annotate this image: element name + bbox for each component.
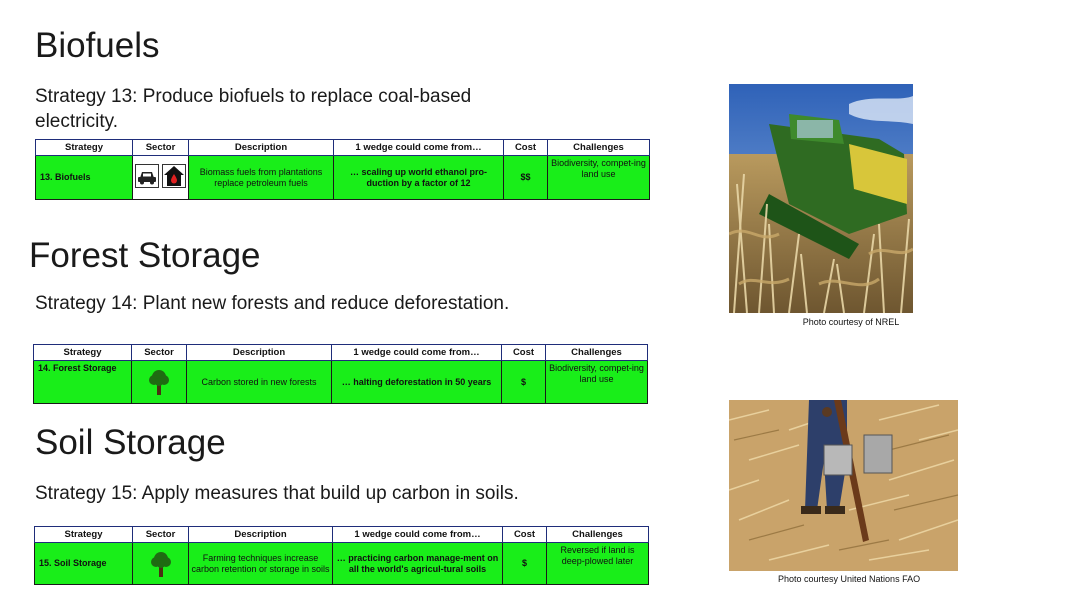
table-row: 15. Soil Storage Farming techniques incr…: [34, 542, 649, 585]
photo-caption-fao: Photo courtesy United Nations FAO: [778, 574, 921, 584]
cell-strategy: 14. Forest Storage: [33, 360, 132, 404]
cell-description: Biomass fuels from plantations replace p…: [188, 155, 334, 200]
header-description: Description: [188, 139, 334, 156]
header-wedge: 1 wedge could come from…: [331, 344, 502, 361]
heading-soil-storage: Soil Storage: [35, 423, 226, 462]
tree-icon: [150, 551, 171, 577]
tree-icon: [149, 370, 169, 395]
header-strategy: Strategy: [35, 139, 133, 156]
cell-challenges: Biodiversity, compet-ing land use: [547, 155, 650, 200]
wedge-table-biofuels: Strategy Sector Description 1 wedge coul…: [35, 139, 650, 200]
header-challenges: Challenges: [547, 139, 650, 156]
header-strategy: Strategy: [33, 344, 132, 361]
header-description: Description: [188, 526, 333, 543]
cell-cost: $$: [503, 155, 548, 200]
photo-caption-nrel: Photo courtesy of NREL: [802, 317, 900, 327]
table-row: 13. Biofuels Biomass fuels from plan: [35, 155, 650, 200]
heading-biofuels: Biofuels: [35, 26, 160, 65]
header-cost: Cost: [501, 344, 546, 361]
header-cost: Cost: [502, 526, 547, 543]
cell-description: Farming techniques increase carbon reten…: [188, 542, 333, 585]
house-fuel-icon: [162, 164, 186, 188]
cell-challenges: Reversed if land is deep-plowed later: [546, 542, 649, 585]
cell-strategy: 13. Biofuels: [35, 155, 133, 200]
table-header-row: Strategy Sector Description 1 wedge coul…: [34, 526, 649, 543]
header-sector: Sector: [131, 344, 187, 361]
header-challenges: Challenges: [545, 344, 648, 361]
cell-wedge: … halting deforestation in 50 years: [331, 360, 502, 404]
cell-wedge: … scaling up world ethanol pro-duction b…: [333, 155, 504, 200]
header-sector: Sector: [132, 526, 189, 543]
photo-soil-planting: [729, 400, 958, 571]
cell-cost: $: [501, 360, 546, 404]
cell-sector: [132, 155, 189, 200]
cell-wedge: … practicing carbon manage-ment on all t…: [332, 542, 503, 585]
header-sector: Sector: [132, 139, 189, 156]
strategy-15-text: Strategy 15: Apply measures that build u…: [35, 483, 519, 504]
header-challenges: Challenges: [546, 526, 649, 543]
cell-description: Carbon stored in new forests: [186, 360, 332, 404]
heading-forest-storage: Forest Storage: [29, 236, 261, 275]
car-icon: [135, 164, 159, 188]
cell-strategy: 15. Soil Storage: [34, 542, 133, 585]
cell-sector: [131, 360, 187, 404]
header-wedge: 1 wedge could come from…: [333, 139, 504, 156]
cell-challenges: Biodiversity, compet-ing land use: [545, 360, 648, 404]
cell-sector: [132, 542, 189, 585]
header-wedge: 1 wedge could come from…: [332, 526, 503, 543]
header-strategy: Strategy: [34, 526, 133, 543]
strategy-13-text: Strategy 13: Produce biofuels to replace…: [35, 86, 472, 132]
wedge-table-forest: Strategy Sector Description 1 wedge coul…: [33, 344, 648, 404]
table-header-row: Strategy Sector Description 1 wedge coul…: [35, 139, 650, 156]
table-header-row: Strategy Sector Description 1 wedge coul…: [33, 344, 648, 361]
table-row: 14. Forest Storage Carbon stored in new …: [33, 360, 648, 404]
photo-combine-harvester: [729, 84, 913, 313]
header-description: Description: [186, 344, 332, 361]
header-cost: Cost: [503, 139, 548, 156]
cell-cost: $: [502, 542, 547, 585]
strategy-14-text: Strategy 14: Plant new forests and reduc…: [35, 293, 510, 314]
wedge-table-soil: Strategy Sector Description 1 wedge coul…: [34, 526, 649, 585]
